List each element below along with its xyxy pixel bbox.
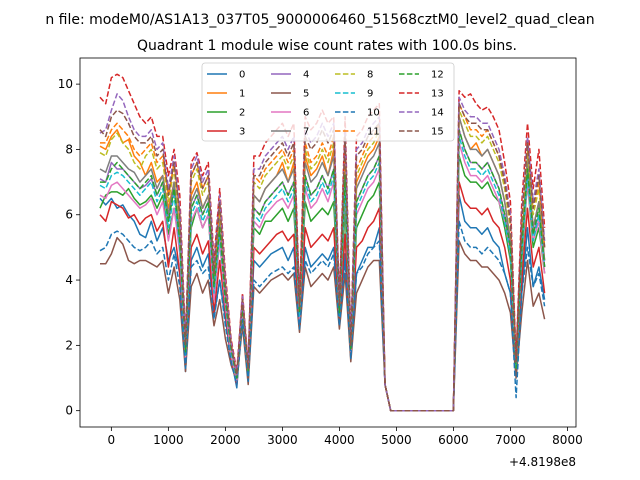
- x-tick-label: 6000: [438, 433, 469, 447]
- x-tick-label: 5000: [381, 433, 412, 447]
- y-tick-label: 2: [65, 338, 73, 352]
- chart-title: Quadrant 1 module wise count rates with …: [137, 38, 517, 54]
- legend-label-13: 13: [431, 89, 444, 100]
- x-tick-label: 0: [108, 433, 116, 447]
- legend-label-11: 11: [367, 127, 380, 138]
- legend-label-0: 0: [239, 70, 245, 81]
- legend-label-2: 2: [239, 108, 245, 119]
- x-tick-label: 1000: [153, 433, 184, 447]
- legend-label-4: 4: [303, 70, 309, 81]
- y-tick-label: 0: [65, 404, 73, 418]
- legend-label-1: 1: [239, 89, 245, 100]
- series-line-11: [100, 102, 546, 412]
- series-line-0: [99, 194, 546, 412]
- legend-label-7: 7: [303, 127, 309, 138]
- y-tick-label: 10: [58, 77, 73, 91]
- legend-label-12: 12: [431, 70, 444, 81]
- series-line-7: [99, 116, 546, 412]
- y-tick-label: 4: [65, 273, 73, 287]
- x-tick-label: 8000: [552, 433, 583, 447]
- series-line-10: [99, 220, 546, 412]
- x-tick-label: 2000: [210, 433, 241, 447]
- legend-label-6: 6: [303, 108, 309, 119]
- legend-label-10: 10: [367, 108, 380, 119]
- legend-label-15: 15: [431, 127, 444, 138]
- y-tick-label: 8: [65, 142, 73, 156]
- series-line-3: [99, 181, 546, 412]
- figure-suptitle: n file: modeM0/AS1A13_037T05_9000006460_…: [45, 12, 594, 28]
- x-tick-label: 3000: [267, 433, 298, 447]
- x-tick-label: 7000: [495, 433, 526, 447]
- legend-box: [201, 62, 455, 142]
- series-line-12: [100, 129, 546, 412]
- series-line-5: [100, 236, 546, 412]
- plot-frame: [79, 57, 577, 428]
- legend-label-14: 14: [431, 108, 444, 119]
- legend-label-5: 5: [303, 89, 309, 100]
- series-lines: [99, 73, 546, 412]
- series-line-6: [99, 142, 546, 412]
- legend-label-9: 9: [367, 89, 373, 100]
- axes: 0 1000 2000 3000 4000 5000 6000 7000 8000 0 2 4 6 8 10: [58, 77, 583, 447]
- legend-label-8: 8: [367, 70, 373, 81]
- x-axis-offset-label: +4.8198e8: [509, 455, 576, 469]
- x-tick-label: 4000: [324, 433, 355, 447]
- series-line-15: [99, 102, 546, 412]
- y-tick-label: 6: [65, 208, 73, 222]
- legend-label-3: 3: [239, 127, 245, 138]
